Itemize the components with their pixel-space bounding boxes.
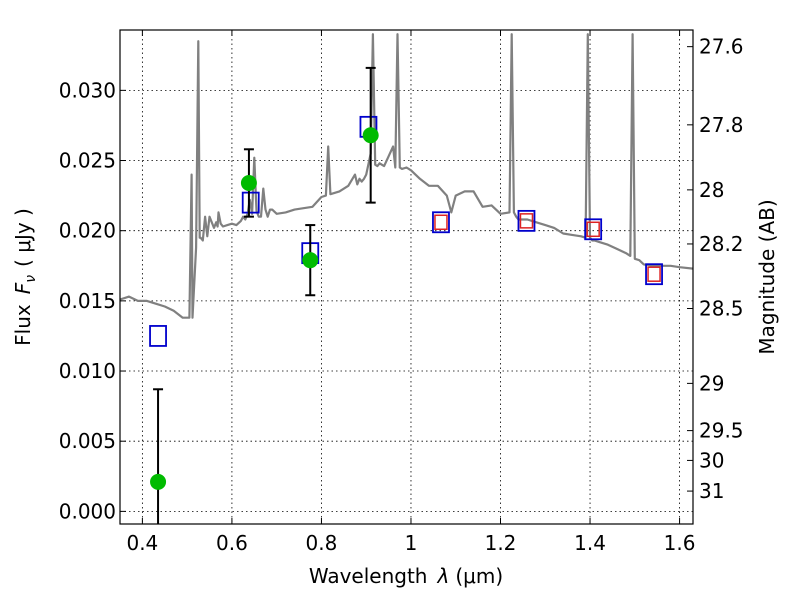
- x-axis-label: Wavelength λ (μm): [309, 564, 503, 588]
- model-red-square: [434, 214, 448, 231]
- y-axis-label-unit: ( μJy ): [11, 208, 35, 267]
- x-tick-label: 1.6: [664, 531, 696, 555]
- x-axis-label-text: Wavelength: [309, 564, 428, 588]
- plot-area: [120, 33, 693, 524]
- y2-tick-label: 27.8: [699, 113, 744, 137]
- model-blue-square: [241, 191, 260, 214]
- model-blue-square: [584, 218, 603, 241]
- y2-tick-label: 30: [699, 448, 724, 472]
- grid: [120, 30, 693, 524]
- y-tick-label: 0.000: [59, 499, 116, 523]
- ticks: 0.4 0.6 0.8 1 1.2 1.4 1.6 0.000 0.005 0.010 0.015 0…: [59, 30, 744, 555]
- x-tick-label: 1: [405, 531, 418, 555]
- model-red-square: [586, 221, 600, 238]
- x-tick-label: 0.6: [216, 531, 248, 555]
- model-blue-square: [645, 263, 663, 286]
- observed-point: [150, 473, 167, 490]
- observed-point: [362, 127, 379, 144]
- x-tick-label: 1.4: [574, 531, 606, 555]
- y-tick-label: 0.020: [59, 219, 116, 243]
- y-tick-label: 0.030: [59, 78, 116, 102]
- model-blue-square: [517, 209, 536, 232]
- observed-point: [302, 252, 319, 269]
- x-tick-label: 0.8: [306, 531, 338, 555]
- y-axis-label-subscript: ν: [23, 275, 39, 283]
- y-axis-label: Flux Fν ( μJy ): [11, 208, 39, 346]
- y-tick-label: 0.005: [59, 429, 116, 453]
- observed-point: [240, 174, 257, 191]
- plot-frame: [119, 29, 694, 525]
- y2-tick-label: 29: [699, 371, 724, 395]
- y-tick-label: 0.025: [59, 149, 116, 173]
- model-red-square: [519, 213, 534, 229]
- x-axis-label-unit: (μm): [455, 564, 503, 588]
- x-tick-label: 0.4: [126, 531, 158, 555]
- y-axis-label-text: Flux: [11, 304, 35, 346]
- y2-tick-label: 29.5: [699, 419, 744, 443]
- y2-tick-label: 27.6: [699, 35, 744, 59]
- y-tick-label: 0.010: [59, 359, 116, 383]
- y2-tick-label: 28.5: [699, 297, 744, 321]
- x-axis-label-symbol: λ: [437, 564, 450, 588]
- y2-tick-label: 28.2: [699, 232, 744, 256]
- y2-axis-label: Magnitude (AB): [755, 199, 779, 354]
- y-axis-label-symbol: F: [11, 282, 35, 294]
- model-blue-square: [432, 211, 450, 234]
- y-tick-label: 0.015: [59, 289, 116, 313]
- y2-tick-label: 28: [699, 178, 724, 202]
- y2-tick-label: 31: [699, 479, 724, 503]
- spectrum-line: [120, 33, 693, 319]
- model-red-square: [647, 266, 661, 282]
- model-blue-square: [149, 325, 167, 347]
- x-tick-label: 1.2: [485, 531, 517, 555]
